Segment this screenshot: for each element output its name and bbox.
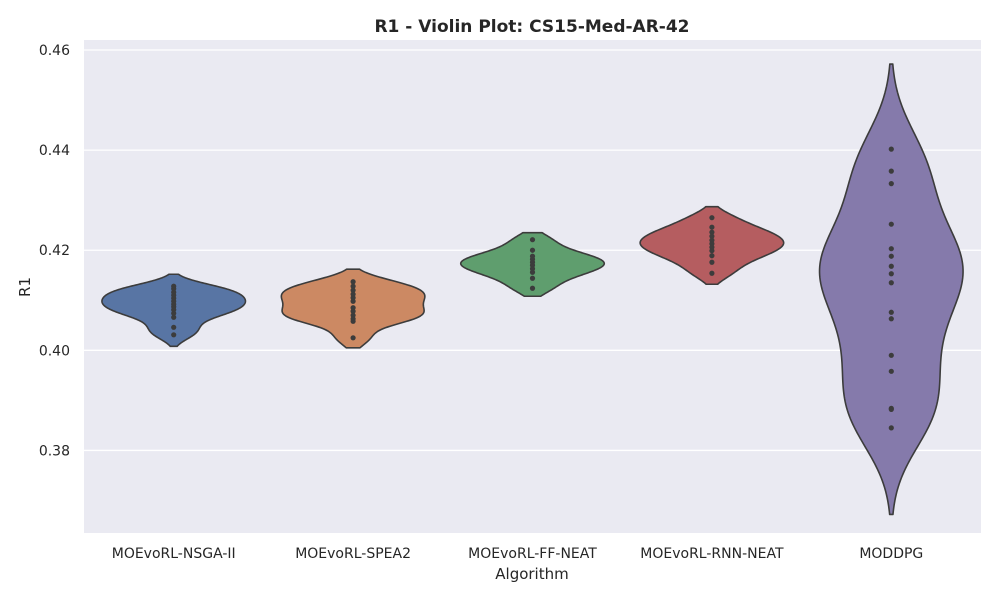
- data-point: [350, 308, 356, 314]
- data-point: [171, 314, 177, 320]
- x-tick-label: MOEvoRL-RNN-NEAT: [640, 546, 784, 562]
- data-point: [888, 271, 894, 277]
- data-point: [888, 406, 894, 412]
- data-point: [171, 310, 177, 316]
- data-point: [350, 335, 356, 341]
- data-point: [709, 229, 715, 235]
- data-point: [888, 246, 894, 252]
- data-point: [709, 259, 715, 265]
- data-point: [171, 332, 177, 338]
- x-tick-label: MODDPG: [859, 546, 923, 562]
- data-point: [888, 181, 894, 187]
- data-point: [888, 316, 894, 322]
- x-tick-label: MOEvoRL-FF-NEAT: [468, 546, 597, 562]
- data-point: [888, 309, 894, 315]
- y-tick-labels: 0.38 0.40 0.42 0.44 0.46: [39, 43, 70, 459]
- data-point: [709, 224, 715, 230]
- violin-moddpg: [818, 63, 964, 516]
- data-point: [709, 248, 715, 254]
- y-tick-label: 0.40: [39, 343, 70, 359]
- data-point: [888, 280, 894, 286]
- y-tick-label: 0.46: [39, 43, 70, 59]
- data-point: [888, 352, 894, 358]
- data-point: [888, 425, 894, 431]
- y-tick-label: 0.42: [39, 243, 70, 259]
- data-point: [888, 221, 894, 227]
- data-point: [709, 215, 715, 221]
- y-tick-label: 0.44: [39, 143, 70, 159]
- y-tick-label: 0.38: [39, 443, 70, 459]
- data-point: [529, 247, 536, 253]
- data-points: [171, 146, 894, 431]
- x-axis-label: Algorithm: [495, 565, 568, 583]
- data-point: [888, 368, 894, 374]
- x-tick-label: MOEvoRL-NSGA-II: [112, 546, 236, 562]
- data-point: [529, 237, 536, 243]
- data-point: [888, 168, 894, 174]
- data-point: [350, 298, 356, 304]
- chart-title: R1 - Violin Plot: CS15-Med-AR-42: [374, 17, 689, 37]
- data-point: [888, 253, 894, 259]
- data-point: [888, 146, 894, 152]
- data-point: [350, 279, 356, 285]
- data-point: [350, 283, 356, 289]
- data-point: [888, 263, 894, 269]
- x-tick-labels: MOEvoRL-NSGA-II MOEvoRL-SPEA2 MOEvoRL-FF-N…: [112, 546, 924, 562]
- data-point: [171, 324, 177, 330]
- data-point: [709, 233, 715, 239]
- data-point: [709, 253, 715, 259]
- data-point: [709, 270, 715, 276]
- data-point: [529, 285, 536, 291]
- data-point: [350, 287, 356, 293]
- x-tick-label: MOEvoRL-SPEA2: [295, 546, 411, 562]
- y-axis-label: R1: [16, 277, 34, 297]
- data-point: [529, 275, 536, 281]
- data-point: [350, 318, 356, 324]
- data-point: [529, 269, 536, 275]
